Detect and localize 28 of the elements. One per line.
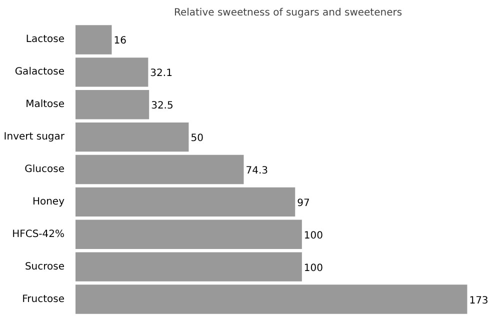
y-tick-label: Galactose bbox=[14, 66, 65, 78]
y-tick-label: Sucrose bbox=[24, 261, 65, 272]
bar bbox=[76, 25, 112, 54]
data-label: 50 bbox=[190, 133, 204, 144]
bar bbox=[76, 58, 148, 87]
data-label: 173 bbox=[469, 295, 488, 306]
bar bbox=[76, 187, 296, 217]
y-tick-label: Invert sugar bbox=[4, 132, 66, 143]
bar bbox=[76, 90, 150, 120]
chart-title: Relative sweetness of sugars and sweeteners bbox=[174, 8, 402, 18]
data-label: 32.1 bbox=[150, 68, 172, 80]
y-tick-label: Maltose bbox=[26, 99, 64, 110]
bar bbox=[76, 154, 244, 184]
y-tick-label: Lactose bbox=[26, 34, 65, 46]
y-tick-label: Honey bbox=[32, 196, 65, 208]
y-tick-label: Glucose bbox=[24, 164, 64, 175]
bar bbox=[76, 122, 189, 152]
y-tick-label: HFCS-42% bbox=[12, 228, 64, 240]
data-label: 100 bbox=[304, 262, 324, 274]
bar bbox=[76, 284, 468, 314]
data-label: 100 bbox=[304, 230, 324, 242]
y-tick-label: Fructose bbox=[22, 294, 64, 305]
bar bbox=[76, 220, 302, 249]
data-label: 74.3 bbox=[246, 166, 268, 176]
data-label: 32.5 bbox=[151, 100, 174, 112]
data-label: 97 bbox=[297, 198, 310, 209]
bar bbox=[76, 252, 302, 282]
data-label: 16 bbox=[114, 36, 126, 47]
